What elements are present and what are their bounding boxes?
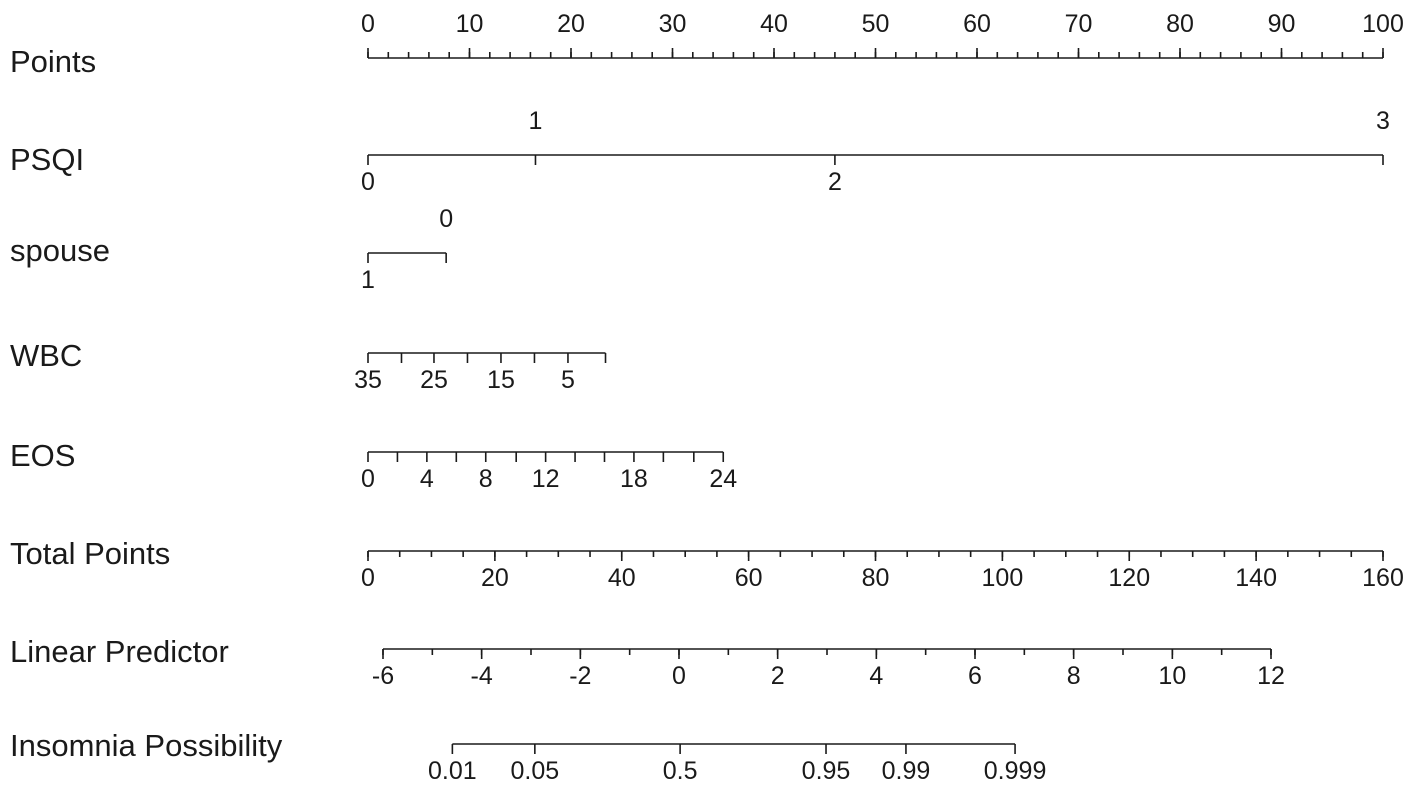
tick-label-total-points: 140 — [1235, 564, 1277, 592]
tick-label-linear-predictor: 8 — [1067, 662, 1081, 690]
axis-eos: 0 4 8 12 18 24 — [361, 451, 737, 493]
tick-label-linear-predictor: 2 — [771, 662, 785, 690]
tick-label-insomnia-possibility: 0.01 — [428, 757, 477, 785]
tick-label-wbc: 15 — [487, 366, 515, 394]
tick-label-total-points: 40 — [608, 564, 636, 592]
tick-label-linear-predictor: -2 — [569, 662, 591, 690]
tick-label-psqi: 1 — [529, 107, 543, 135]
tick-label-insomnia-possibility: 0.999 — [984, 757, 1047, 785]
axis-total-points: 0 20 40 60 80 100 120 140 160 — [361, 550, 1404, 592]
tick-label-points: 30 — [659, 10, 687, 38]
tick-label-total-points: 0 — [361, 564, 375, 592]
tick-label-insomnia-possibility: 0.05 — [511, 757, 560, 785]
tick-label-psqi: 3 — [1376, 107, 1390, 135]
tick-label-points: 90 — [1268, 10, 1296, 38]
tick-label-insomnia-possibility: 0.95 — [802, 757, 851, 785]
tick-label-total-points: 60 — [735, 564, 763, 592]
tick-label-total-points: 20 — [481, 564, 509, 592]
tick-label-linear-predictor: 4 — [869, 662, 883, 690]
tick-label-psqi: 0 — [361, 168, 375, 196]
axis-psqi: 0 1 2 3 — [361, 107, 1390, 196]
tick-label-eos: 18 — [620, 465, 648, 493]
tick-label-total-points: 160 — [1362, 564, 1404, 592]
tick-label-points: 50 — [862, 10, 890, 38]
tick-label-points: 80 — [1166, 10, 1194, 38]
tick-label-linear-predictor: 12 — [1257, 662, 1285, 690]
tick-label-wbc: 5 — [561, 366, 575, 394]
row-label-linear-predictor: Linear Predictor — [10, 634, 229, 669]
row-label-spouse: spouse — [10, 233, 110, 268]
tick-label-insomnia-possibility: 0.99 — [882, 757, 931, 785]
row-labels: Points PSQI spouse WBC EOS Total Points … — [10, 44, 283, 763]
axis-points: 0 10 20 30 40 50 60 70 80 90 100 — [361, 10, 1404, 59]
axis-spouse: 10 — [361, 205, 453, 294]
tick-label-linear-predictor: -6 — [372, 662, 394, 690]
tick-label-points: 20 — [557, 10, 585, 38]
row-label-points: Points — [10, 44, 96, 79]
tick-label-eos: 8 — [479, 465, 493, 493]
tick-label-linear-predictor: 0 — [672, 662, 686, 690]
tick-label-points: 100 — [1362, 10, 1404, 38]
tick-label-linear-predictor: 10 — [1158, 662, 1186, 690]
row-label-eos: EOS — [10, 438, 75, 473]
tick-label-linear-predictor: 6 — [968, 662, 982, 690]
row-label-total-points: Total Points — [10, 536, 170, 571]
tick-label-spouse: 0 — [439, 205, 453, 233]
tick-label-linear-predictor: -4 — [471, 662, 493, 690]
tick-label-total-points: 100 — [982, 564, 1024, 592]
row-label-wbc: WBC — [10, 338, 82, 373]
tick-label-wbc: 35 — [354, 366, 382, 394]
axis-linear-predictor: -6 -4 -2 0 2 4 6 8 10 12 — [372, 648, 1285, 690]
tick-label-insomnia-possibility: 0.5 — [663, 757, 698, 785]
tick-label-points: 10 — [456, 10, 484, 38]
tick-label-total-points: 120 — [1108, 564, 1150, 592]
tick-label-eos: 0 — [361, 465, 375, 493]
tick-label-points: 60 — [963, 10, 991, 38]
tick-label-points: 0 — [361, 10, 375, 38]
axis-wbc: 35 25 15 5 — [354, 352, 607, 394]
tick-label-eos: 4 — [420, 465, 434, 493]
row-label-psqi: PSQI — [10, 142, 84, 177]
tick-label-total-points: 80 — [862, 564, 890, 592]
row-label-insomnia-possibility: Insomnia Possibility — [10, 728, 283, 763]
axis-insomnia-possibility: 0.01 0.05 0.5 0.95 0.99 0.999 — [428, 743, 1047, 785]
tick-label-psqi: 2 — [828, 168, 842, 196]
tick-label-points: 40 — [760, 10, 788, 38]
tick-label-wbc: 25 — [420, 366, 448, 394]
tick-label-points: 70 — [1065, 10, 1093, 38]
tick-label-eos: 24 — [709, 465, 737, 493]
tick-label-eos: 12 — [532, 465, 560, 493]
tick-label-spouse: 1 — [361, 266, 375, 294]
